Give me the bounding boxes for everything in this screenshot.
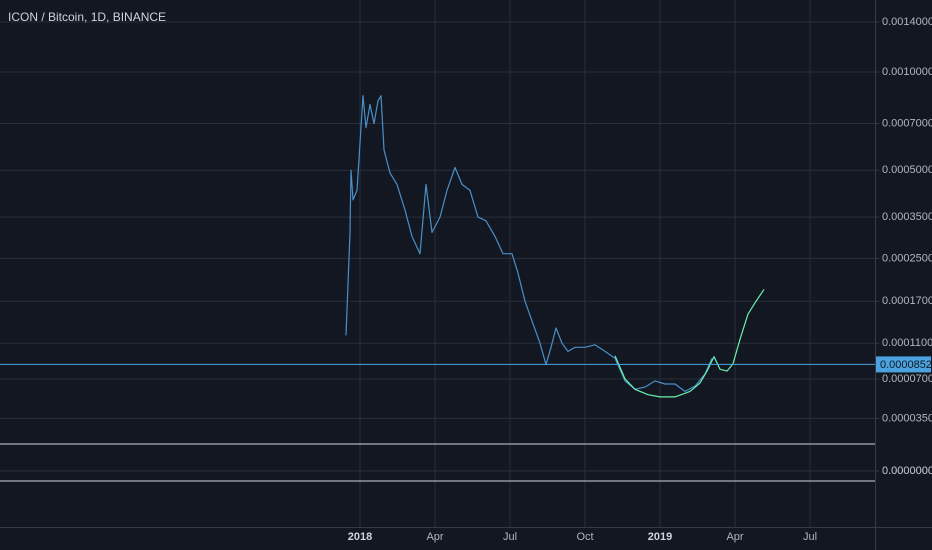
- y-tick-label: 0.0001100: [882, 337, 932, 349]
- grid: [0, 0, 875, 527]
- price-line: [614, 289, 765, 398]
- y-tick-label: 0.0000000: [882, 465, 932, 477]
- y-tick-label: 0.0000350: [882, 412, 932, 424]
- x-tick-label: 2019: [648, 531, 672, 543]
- y-tick-label: 0.0007000: [882, 117, 932, 129]
- y-tick-label: 0.0000000: [882, 465, 932, 477]
- x-tick-label: Apr: [426, 531, 443, 543]
- price-line: [345, 95, 713, 392]
- y-tick-label: 0.0005000: [882, 164, 932, 176]
- y-tick-label: 0.0002500: [882, 252, 932, 264]
- y-tick-label: 0.0010000: [882, 66, 932, 78]
- x-tick-label: Oct: [576, 531, 593, 543]
- current-price-label: 0.0000852: [880, 359, 932, 371]
- y-tick-label: 0.0014000: [882, 16, 932, 28]
- y-tick-label: 0.0003500: [882, 211, 932, 223]
- x-tick-label: Jul: [503, 531, 517, 543]
- plot: [0, 95, 875, 398]
- x-tick-label: Apr: [726, 531, 743, 543]
- current-price-box: [876, 356, 931, 373]
- axes: 0.0014000 0.0010000 0.0007000 0.0005000 0.00…: [348, 16, 932, 543]
- y-tick-label: 0.0000700: [882, 373, 932, 385]
- x-tick-label: 2018: [348, 531, 372, 543]
- x-tick-label: Jul: [803, 531, 817, 543]
- chart-title: ICON / Bitcoin, 1D, BINANCE: [8, 10, 166, 24]
- y-tick-label: 0.0001700: [882, 295, 932, 307]
